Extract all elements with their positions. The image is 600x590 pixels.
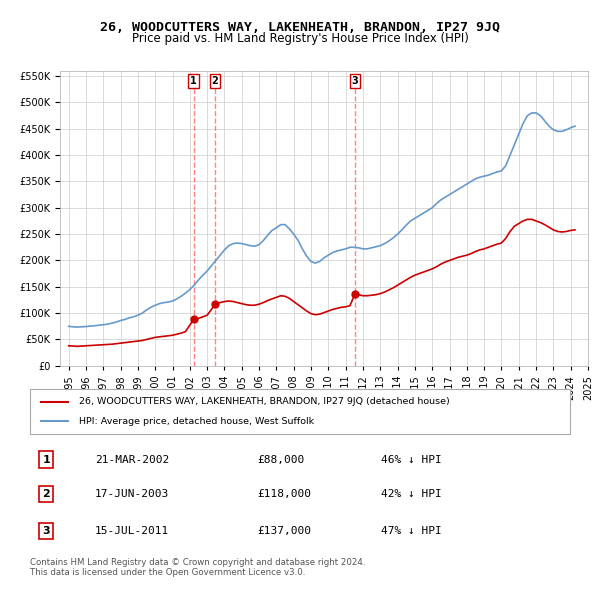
Text: 1: 1: [190, 76, 197, 86]
Text: 47% ↓ HPI: 47% ↓ HPI: [381, 526, 442, 536]
Text: 3: 3: [352, 76, 358, 86]
Text: 46% ↓ HPI: 46% ↓ HPI: [381, 455, 442, 464]
Text: £88,000: £88,000: [257, 455, 304, 464]
Text: 42% ↓ HPI: 42% ↓ HPI: [381, 489, 442, 499]
Text: Price paid vs. HM Land Registry's House Price Index (HPI): Price paid vs. HM Land Registry's House …: [131, 32, 469, 45]
Text: 17-JUN-2003: 17-JUN-2003: [95, 489, 169, 499]
FancyBboxPatch shape: [30, 389, 570, 434]
Text: 2: 2: [43, 489, 50, 499]
Text: 3: 3: [43, 526, 50, 536]
Text: 15-JUL-2011: 15-JUL-2011: [95, 526, 169, 536]
Text: 2: 2: [212, 76, 218, 86]
Text: HPI: Average price, detached house, West Suffolk: HPI: Average price, detached house, West…: [79, 417, 314, 426]
Text: 1: 1: [43, 455, 50, 464]
Text: 21-MAR-2002: 21-MAR-2002: [95, 455, 169, 464]
Text: £118,000: £118,000: [257, 489, 311, 499]
Text: £137,000: £137,000: [257, 526, 311, 536]
Text: 26, WOODCUTTERS WAY, LAKENHEATH, BRANDON, IP27 9JQ (detached house): 26, WOODCUTTERS WAY, LAKENHEATH, BRANDON…: [79, 397, 449, 407]
Text: Contains HM Land Registry data © Crown copyright and database right 2024.
This d: Contains HM Land Registry data © Crown c…: [30, 558, 365, 577]
Text: 26, WOODCUTTERS WAY, LAKENHEATH, BRANDON, IP27 9JQ: 26, WOODCUTTERS WAY, LAKENHEATH, BRANDON…: [100, 21, 500, 34]
